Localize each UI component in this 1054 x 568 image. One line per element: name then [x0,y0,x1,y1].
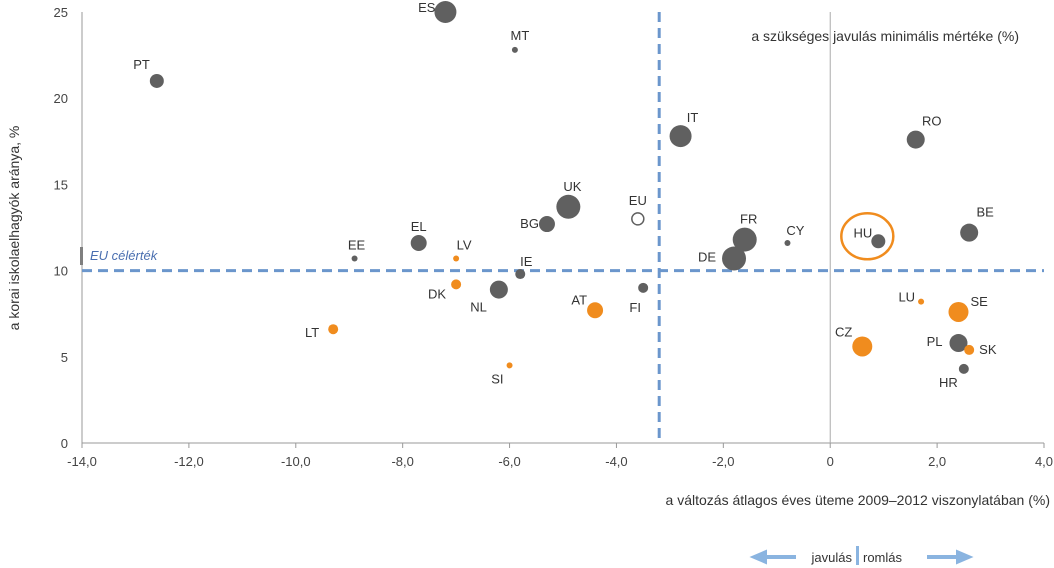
hu-highlight-circle [840,212,895,261]
point-sk [964,344,975,355]
point-pt [149,73,164,88]
legend-divider [856,546,859,565]
point-lu [918,298,925,305]
y-tick-label: 10 [54,264,68,279]
y-tick-label: 5 [61,350,68,365]
annotation-text: a szükséges javulás minimális mértéke (%… [751,28,1019,44]
point-se [948,301,969,322]
label-fr: FR [740,212,757,227]
legend-romlas: romlás [863,550,903,565]
label-pt: PT [133,57,150,72]
x-tick-label: -14,0 [67,454,97,469]
x-tick-label: -6,0 [498,454,520,469]
label-se: SE [970,294,988,309]
eu-target-label: EU célérték [90,248,159,263]
label-mt: MT [511,28,530,43]
point-be [960,223,979,242]
point-bg [538,216,555,233]
label-lu: LU [898,290,915,305]
label-lv: LV [457,238,472,253]
x-tick-label: -12,0 [174,454,204,469]
eu-target-marker [80,247,83,265]
point-el [410,235,427,252]
label-hu: HU [854,225,873,240]
label-be: BE [977,205,995,220]
label-ro: RO [922,114,942,129]
point-lt [328,324,339,335]
point-dk [451,279,462,290]
x-tick-label: 0 [827,454,834,469]
point-es [434,1,457,23]
label-de: DE [698,250,716,265]
x-tick-label: -8,0 [391,454,413,469]
label-hr: HR [939,375,958,390]
x-axis-ticks: -14,0 -12,0 -10,0 -8,0 -6,0 -4,0 -2,0 0 2,0 4,0 [67,443,1053,469]
point-ie [515,269,526,280]
point-uk [556,194,581,219]
point-si [506,362,513,369]
point-ee [351,255,358,262]
point-de [722,246,747,271]
legend-javulas: javulás [811,550,853,565]
x-axis-title: a változás átlagos éves üteme 2009–2012 … [666,492,1050,508]
y-tick-label: 15 [54,177,68,192]
label-fi: FI [629,300,641,315]
data-point-labels: PT ES MT IT RO UK BG EU FR CY HU BE DE EL EE LV IE DK NL FI… [133,0,997,390]
point-lv [453,255,460,262]
y-tick-label: 20 [54,91,68,106]
left-arrow-icon [749,549,796,565]
label-pl: PL [927,334,943,349]
x-tick-label: -4,0 [605,454,627,469]
x-tick-label: -2,0 [712,454,734,469]
label-si: SI [491,371,503,386]
label-el: EL [411,219,427,234]
label-at: AT [571,292,587,307]
label-lt: LT [305,325,319,340]
direction-legend: javulás romlás [749,546,974,565]
point-ro [906,130,925,149]
label-it: IT [687,110,699,125]
point-cy [784,240,791,247]
label-bg: BG [520,216,539,231]
point-fi [638,282,649,293]
data-points [149,1,979,374]
label-es: ES [418,0,436,15]
label-eu: EU [629,193,647,208]
y-tick-label: 25 [54,5,68,20]
x-tick-label: 4,0 [1035,454,1053,469]
y-tick-label: 0 [61,436,68,451]
point-hr [958,363,969,374]
label-cy: CY [786,223,804,238]
point-pl [949,334,968,353]
point-hu [871,234,886,249]
point-eu [631,212,645,226]
label-ee: EE [348,238,366,253]
label-dk: DK [428,286,446,301]
y-axis-title: a korai iskolaelhagyók aránya, % [6,126,22,331]
point-at [587,302,604,319]
label-cz: CZ [835,324,852,339]
right-arrow-icon [927,549,974,565]
point-mt [511,46,518,53]
y-axis-ticks: 0 5 10 15 20 25 [54,5,68,451]
label-nl: NL [470,300,487,315]
x-tick-label: -10,0 [281,454,311,469]
label-sk: SK [979,342,997,357]
label-uk: UK [563,179,581,194]
point-cz [852,336,873,357]
point-fr [732,227,757,252]
label-ie: IE [520,254,533,269]
point-nl [489,280,508,299]
point-it [669,125,692,148]
x-tick-label: 2,0 [928,454,946,469]
